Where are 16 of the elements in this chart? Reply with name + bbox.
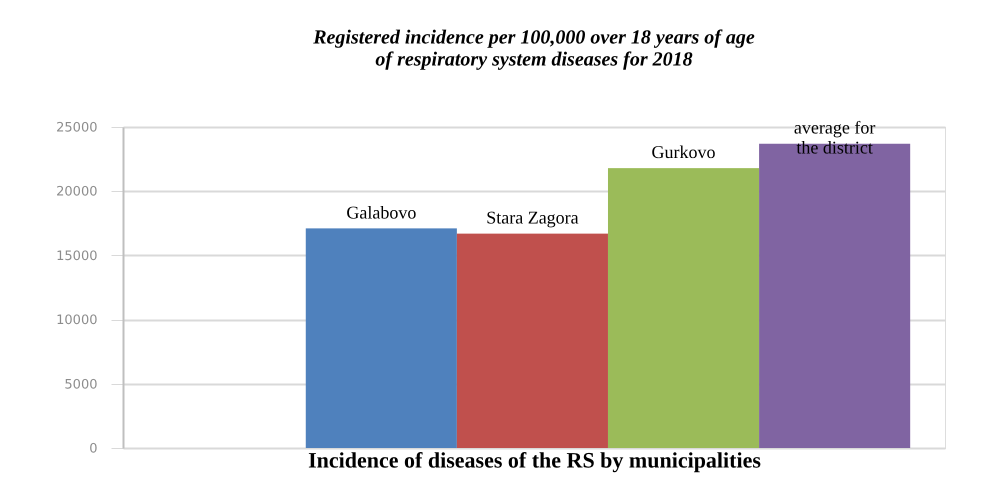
y-tick-label: 0 bbox=[89, 442, 98, 456]
y-tick-label: 15000 bbox=[56, 248, 98, 264]
series-label: Stara Zagora bbox=[486, 208, 579, 228]
series-label: Gurkovo bbox=[652, 142, 716, 162]
y-tick-label: 20000 bbox=[56, 184, 98, 200]
x-axis-title: Incidence of diseases of the RS by municipalities bbox=[308, 448, 762, 472]
y-tick-label: 10000 bbox=[56, 313, 98, 328]
y-tick-label: 25000 bbox=[56, 120, 98, 136]
text: Registered incidence per 100,000 over 18 years of age bbox=[313, 26, 755, 49]
series-label: average for the district bbox=[794, 118, 876, 158]
text: of respiratory system diseases for 2018 bbox=[375, 48, 693, 71]
bar bbox=[306, 228, 457, 448]
series-label: Galabovo bbox=[346, 202, 416, 222]
bar bbox=[608, 168, 760, 448]
y-tick-label: 5000 bbox=[64, 377, 98, 392]
bar bbox=[456, 234, 608, 448]
